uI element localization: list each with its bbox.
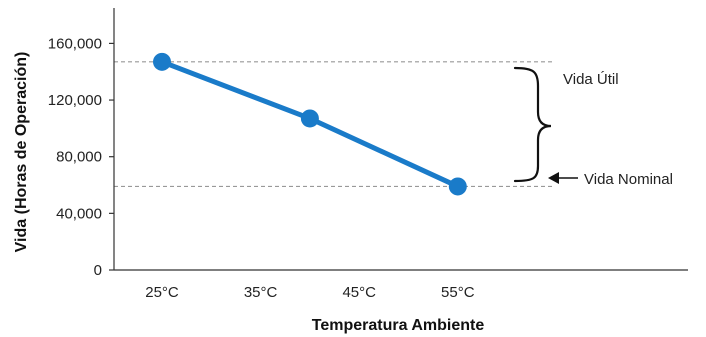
y-tick-label: 160,000 bbox=[48, 35, 102, 52]
nominal-life-annotation: Vida Nominal bbox=[548, 171, 673, 188]
useful-life-label: Vida Útil bbox=[563, 71, 619, 88]
x-tick-label: 55°C bbox=[441, 284, 475, 301]
x-tick-label: 25°C bbox=[145, 284, 179, 301]
data-point bbox=[300, 109, 319, 128]
y-tick-label: 80,000 bbox=[56, 149, 102, 166]
y-axis-title: Vida (Horas de Operación) bbox=[13, 52, 30, 253]
x-tick-label: 35°C bbox=[244, 284, 278, 301]
nominal-life-label: Vida Nominal bbox=[584, 171, 673, 188]
y-tick-label: 40,000 bbox=[56, 205, 102, 222]
curly-brace bbox=[513, 66, 552, 183]
x-tick-label: 45°C bbox=[342, 284, 376, 301]
y-axis-ticks: 0 40,000 80,000 120,000 160,000 bbox=[48, 35, 114, 279]
x-axis-ticks: 25°C 35°C 45°C 55°C bbox=[145, 284, 474, 301]
reference-lines bbox=[114, 61, 552, 188]
useful-life-annotation: Vida Útil bbox=[513, 66, 619, 183]
data-point bbox=[448, 177, 467, 196]
data-point bbox=[153, 52, 171, 71]
series-layer bbox=[153, 52, 467, 196]
arrow-left-icon bbox=[548, 172, 559, 184]
y-tick-label: 0 bbox=[94, 262, 102, 279]
y-tick-label: 120,000 bbox=[48, 92, 102, 109]
x-axis-title: Temperatura Ambiente bbox=[312, 317, 485, 334]
